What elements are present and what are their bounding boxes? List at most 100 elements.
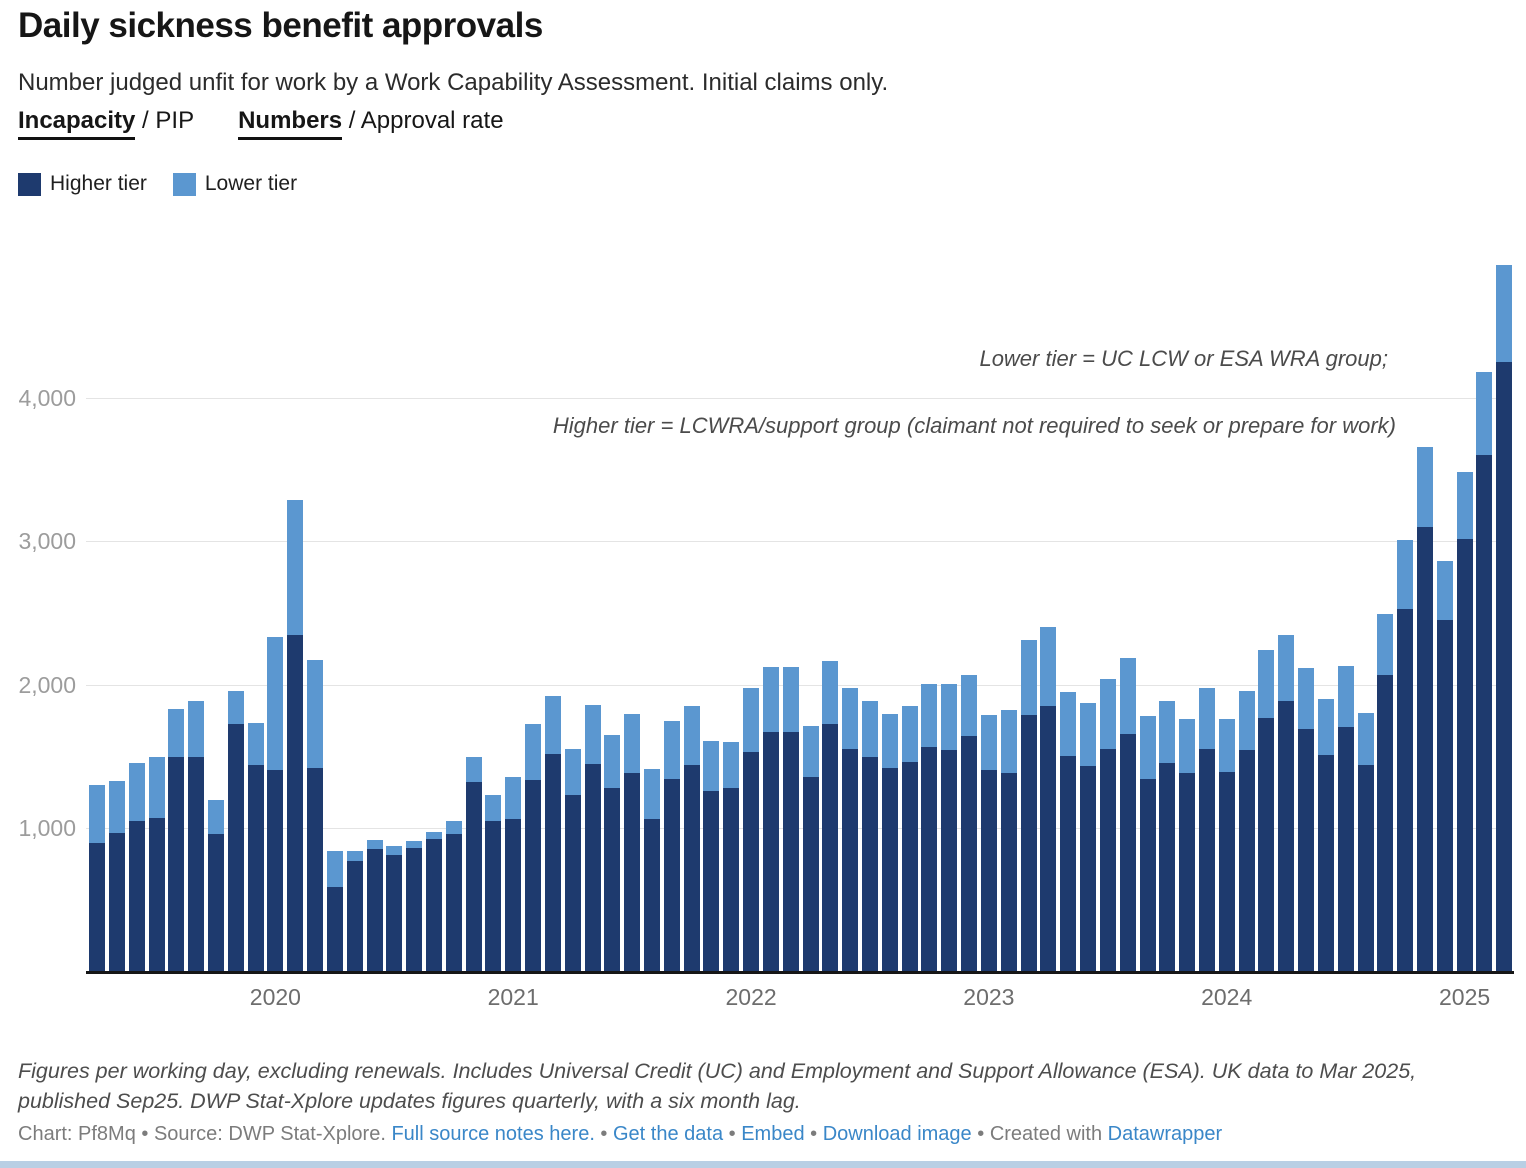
bar-mar-2025[interactable]	[1496, 264, 1513, 972]
bar-mar-2020[interactable]	[307, 660, 323, 972]
datawrapper-link[interactable]: Datawrapper	[1107, 1123, 1223, 1145]
bar-segment-lower-tier	[465, 756, 482, 783]
bar-jun-2020[interactable]	[366, 839, 383, 972]
bar-may-2022[interactable]	[822, 661, 839, 972]
bar-segment-higher-tier	[1278, 701, 1295, 972]
bar-segment-higher-tier	[1298, 728, 1314, 972]
bar-jun-2022[interactable]	[842, 688, 859, 972]
bar-dec-2024[interactable]	[1436, 560, 1453, 972]
bar-jul-2020[interactable]	[386, 846, 403, 972]
bar-aug-2021[interactable]	[644, 768, 660, 972]
bar-jan-2025[interactable]	[1456, 472, 1473, 972]
bar-feb-2020[interactable]	[287, 499, 304, 972]
full-source-notes-link[interactable]: Full source notes here.	[391, 1123, 595, 1145]
bar-nov-2020[interactable]	[465, 756, 482, 972]
bar-apr-2023[interactable]	[1040, 627, 1057, 972]
toggle-incapacity-pip[interactable]: Incapacity / PIP	[18, 107, 195, 140]
bar-jul-2021[interactable]	[624, 713, 641, 972]
bar-apr-2019[interactable]	[89, 784, 105, 972]
bar-mar-2021[interactable]	[544, 696, 561, 972]
bar-aug-2023[interactable]	[1119, 658, 1136, 972]
bar-segment-higher-tier	[743, 752, 760, 972]
bar-segment-lower-tier	[1119, 658, 1136, 735]
bar-mar-2022[interactable]	[782, 666, 799, 972]
bar-jun-2021[interactable]	[604, 735, 621, 972]
bar-aug-2019[interactable]	[168, 709, 185, 972]
bar-sep-2023[interactable]	[1139, 715, 1156, 972]
bar-apr-2021[interactable]	[564, 749, 581, 972]
bar-jun-2019[interactable]	[128, 763, 145, 972]
bar-apr-2022[interactable]	[802, 726, 819, 972]
bar-oct-2019[interactable]	[207, 800, 224, 972]
bar-segment-higher-tier	[128, 821, 145, 972]
bar-jun-2024[interactable]	[1317, 699, 1334, 972]
bar-nov-2022[interactable]	[941, 684, 958, 972]
bar-segment-higher-tier	[366, 848, 383, 972]
bar-sep-2020[interactable]	[425, 832, 442, 972]
bar-feb-2023[interactable]	[1000, 709, 1017, 972]
bar-dec-2019[interactable]	[247, 722, 264, 972]
bar-sep-2021[interactable]	[663, 721, 680, 972]
bar-segment-higher-tier	[188, 757, 205, 972]
bar-jul-2019[interactable]	[148, 757, 165, 972]
bar-nov-2019[interactable]	[227, 691, 244, 972]
bar-jul-2022[interactable]	[862, 701, 878, 972]
bar-nov-2024[interactable]	[1416, 447, 1433, 972]
bar-jan-2022[interactable]	[743, 688, 760, 972]
bar-feb-2024[interactable]	[1238, 690, 1255, 972]
get-the-data-link[interactable]: Get the data	[613, 1123, 724, 1145]
bar-aug-2020[interactable]	[406, 840, 423, 972]
bar-oct-2024[interactable]	[1397, 539, 1414, 972]
bar-segment-higher-tier	[1238, 750, 1255, 972]
bar-aug-2024[interactable]	[1357, 712, 1374, 972]
bar-apr-2020[interactable]	[326, 851, 343, 972]
bar-may-2020[interactable]	[346, 850, 363, 972]
bar-mar-2024[interactable]	[1258, 650, 1275, 972]
bar-jun-2023[interactable]	[1080, 702, 1096, 972]
bar-dec-2020[interactable]	[485, 794, 502, 972]
bar-jul-2024[interactable]	[1337, 666, 1354, 972]
bar-jan-2023[interactable]	[980, 715, 997, 972]
bar-jan-2020[interactable]	[267, 637, 284, 972]
bar-feb-2025[interactable]	[1476, 371, 1493, 972]
bar-apr-2024[interactable]	[1278, 634, 1295, 972]
bar-feb-2022[interactable]	[762, 666, 779, 972]
bar-may-2019[interactable]	[108, 781, 125, 972]
bar-segment-lower-tier	[980, 715, 997, 770]
separator-dot: •	[971, 1123, 990, 1145]
bar-jul-2023[interactable]	[1099, 679, 1116, 972]
bar-dec-2022[interactable]	[961, 674, 978, 972]
bar-oct-2020[interactable]	[445, 821, 462, 972]
bar-dec-2021[interactable]	[723, 741, 740, 972]
bar-may-2023[interactable]	[1060, 692, 1077, 972]
bar-segment-lower-tier	[842, 688, 859, 749]
bar-mar-2023[interactable]	[1020, 639, 1037, 972]
bar-oct-2021[interactable]	[683, 705, 700, 972]
bar-nov-2023[interactable]	[1179, 719, 1196, 972]
bar-may-2021[interactable]	[584, 704, 601, 972]
toggle-pip-option[interactable]: / PIP	[135, 107, 195, 134]
bar-may-2024[interactable]	[1298, 667, 1314, 972]
bar-sep-2022[interactable]	[901, 705, 918, 972]
bar-jan-2021[interactable]	[505, 777, 522, 972]
bar-segment-lower-tier	[1397, 539, 1414, 610]
gridline-4000	[86, 397, 1510, 399]
bar-sep-2024[interactable]	[1377, 613, 1394, 972]
bar-nov-2021[interactable]	[703, 740, 720, 972]
toggle-numbers-rate[interactable]: Numbers / Approval rate	[238, 107, 504, 140]
bar-oct-2023[interactable]	[1159, 700, 1176, 972]
bar-segment-higher-tier	[485, 820, 502, 972]
chart-subtitle: Number judged unfit for work by a Work C…	[18, 69, 889, 96]
embed-link[interactable]: Embed	[741, 1123, 805, 1145]
toggle-numbers-active[interactable]: Numbers	[238, 107, 343, 140]
bar-segment-higher-tier	[703, 791, 720, 972]
bar-jan-2024[interactable]	[1218, 719, 1235, 972]
bar-feb-2021[interactable]	[525, 723, 541, 972]
bar-sep-2019[interactable]	[188, 701, 205, 972]
toggle-incapacity-active[interactable]: Incapacity	[18, 107, 136, 140]
bar-dec-2023[interactable]	[1198, 688, 1215, 972]
bar-oct-2022[interactable]	[921, 684, 938, 972]
toggle-approval-rate-option[interactable]: / Approval rate	[342, 107, 504, 134]
bar-aug-2022[interactable]	[881, 713, 898, 972]
download-image-link[interactable]: Download image	[822, 1123, 972, 1145]
